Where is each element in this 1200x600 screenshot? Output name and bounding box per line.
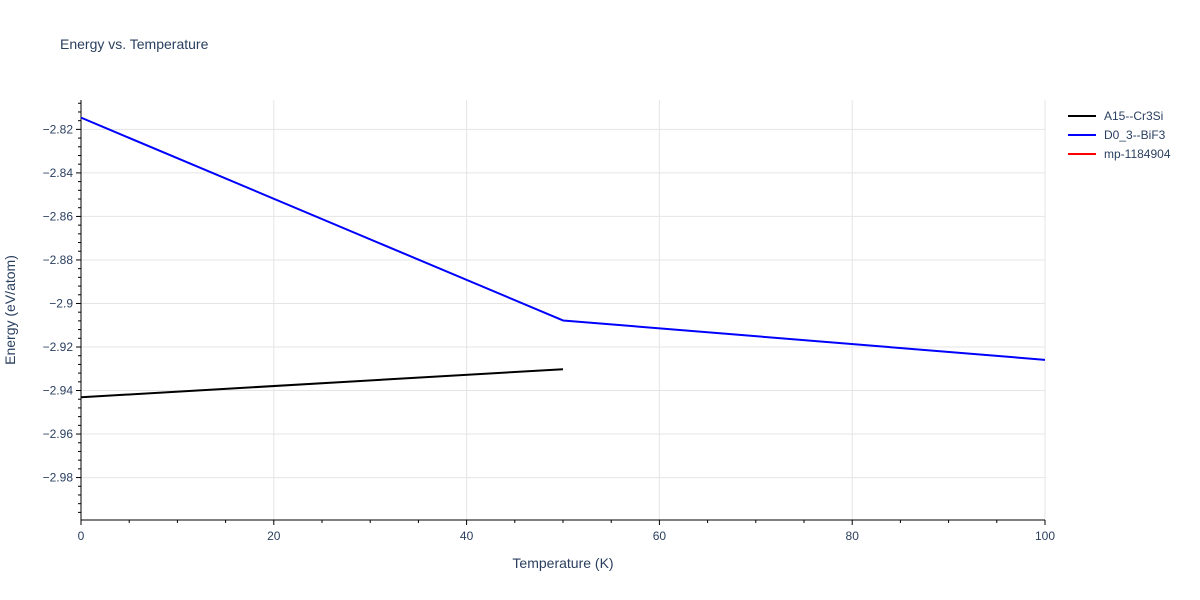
legend-item[interactable]: A15--Cr3Si <box>1068 106 1171 125</box>
y-tick-label: −2.98 <box>43 471 74 485</box>
y-axis-title: Energy (eV/atom) <box>2 255 18 365</box>
x-tick-label: 0 <box>78 529 85 543</box>
legend-swatch <box>1068 114 1096 117</box>
x-tick-label: 20 <box>267 529 281 543</box>
legend-label: mp-1184904 <box>1104 146 1171 161</box>
x-tick-label: 40 <box>460 529 474 543</box>
legend-swatch <box>1068 152 1096 155</box>
x-tick-label: 60 <box>653 529 667 543</box>
legend-item[interactable]: D0_3--BiF3 <box>1068 125 1171 144</box>
x-tick-label: 80 <box>846 529 860 543</box>
chart-title: Energy vs. Temperature <box>60 36 209 52</box>
y-tick-label: −2.94 <box>43 384 74 398</box>
x-tick-label: 100 <box>1035 529 1055 543</box>
y-tick-label: −2.88 <box>43 253 74 267</box>
x-axis-title: Temperature (K) <box>512 555 613 571</box>
legend-item[interactable]: mp-1184904 <box>1068 144 1171 163</box>
y-tick-label: −2.96 <box>43 427 74 441</box>
legend-label: D0_3--BiF3 <box>1104 127 1166 142</box>
y-tick-label: −2.92 <box>43 340 74 354</box>
legend-swatch <box>1068 133 1096 136</box>
y-tick-label: −2.86 <box>43 209 74 223</box>
y-tick-label: −2.84 <box>43 166 74 180</box>
legend-label: A15--Cr3Si <box>1104 108 1164 123</box>
y-tick-label: −2.82 <box>43 122 74 136</box>
legend: A15--Cr3Si D0_3--BiF3 mp-1184904 <box>1068 106 1171 163</box>
series-line-A15--Cr3Si <box>80 368 564 399</box>
series-line-D0_3--BiF3 <box>80 116 1046 361</box>
y-tick-label: −2.9 <box>49 296 73 310</box>
